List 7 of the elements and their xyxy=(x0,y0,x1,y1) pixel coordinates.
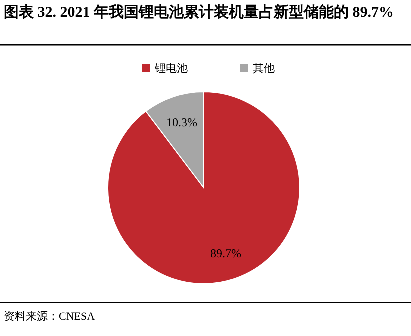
text: 资料来源：CNESA xyxy=(4,310,96,323)
data-label: 89.7% xyxy=(210,246,242,261)
pie-slice xyxy=(108,92,300,284)
legend-label: 其他 xyxy=(253,62,275,75)
legend-label: 锂电池 xyxy=(154,62,188,75)
chart-title: 图表 32. 2021 年我国锂电池累计装机量占新型储能的 89.7% xyxy=(4,3,394,21)
data-label: 10.3% xyxy=(166,115,198,130)
